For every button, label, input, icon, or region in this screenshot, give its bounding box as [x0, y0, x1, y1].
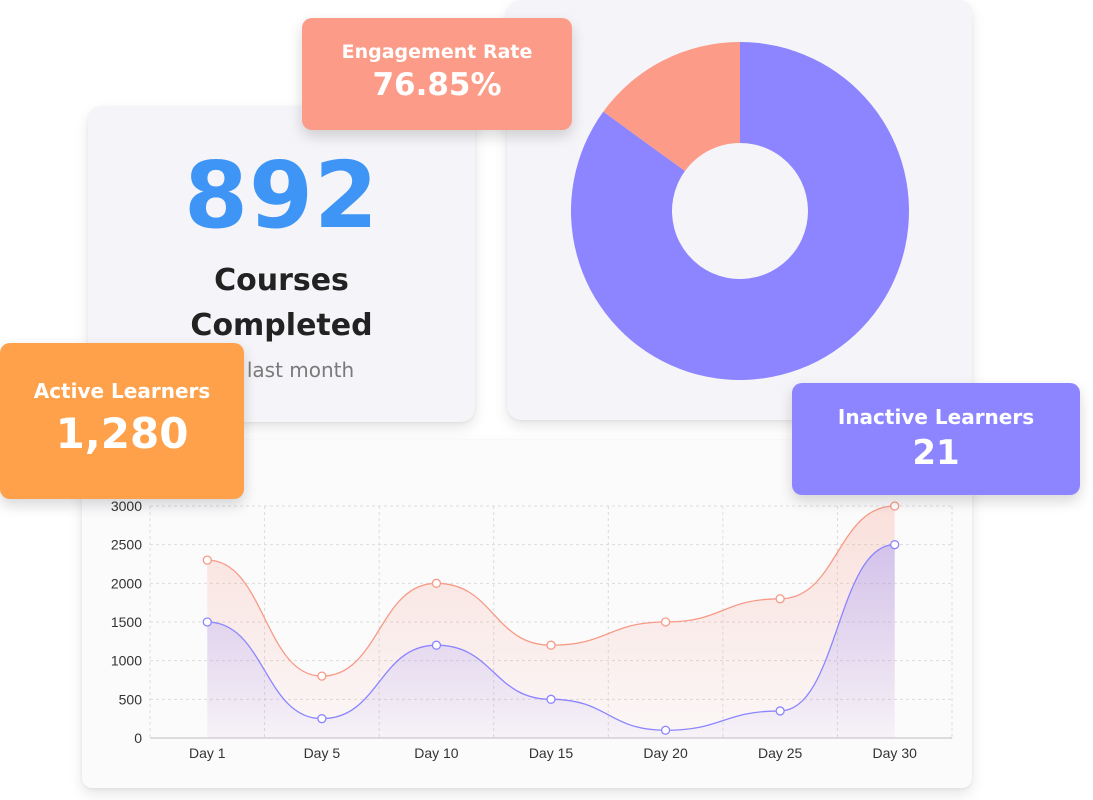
- active-learners-badge: Active Learners 1,280: [0, 343, 244, 499]
- series-0-point: [775, 594, 785, 604]
- y-tick-label: 0: [134, 730, 142, 746]
- series-1-area: [207, 544, 895, 738]
- engagement-rate-value: 76.85%: [372, 67, 502, 103]
- series-1-point: [775, 706, 785, 716]
- series-1-point: [660, 725, 671, 735]
- series-1-point: [431, 640, 442, 650]
- x-tick-label: Day 10: [414, 745, 459, 761]
- donut-chart: [571, 42, 909, 381]
- engagement-rate-title: Engagement Rate: [341, 41, 533, 63]
- courses-label-line1: Courses: [214, 263, 349, 298]
- x-tick-label: Day 30: [873, 745, 918, 761]
- courses-completed-label: Courses Completed: [88, 258, 475, 348]
- series-1-point: [317, 714, 327, 724]
- x-tick-label: Day 20: [643, 745, 688, 761]
- courses-label-line2: Completed: [190, 308, 373, 343]
- y-tick-label: 2500: [111, 537, 142, 553]
- y-tick-label: 1000: [111, 653, 142, 669]
- donut-slice-1: [603, 42, 740, 172]
- x-tick-label: Day 15: [529, 745, 574, 761]
- series-0-point: [202, 555, 212, 565]
- series-0-point: [317, 671, 327, 681]
- y-tick-label: 2000: [111, 575, 142, 591]
- x-tick-label: Day 1: [189, 745, 226, 761]
- series-1-point: [202, 617, 212, 627]
- active-learners-title: Active Learners: [33, 379, 211, 403]
- y-tick-label: 500: [119, 691, 143, 707]
- donut-slice-0: [571, 42, 909, 381]
- inactive-learners-title: Inactive Learners: [837, 405, 1035, 429]
- series-0-point: [890, 501, 900, 511]
- engagement-rate-badge: Engagement Rate 76.85%: [302, 18, 572, 130]
- learners-trend-chart-card: 0 500 1000 1500 2000 2500 3000 Day 1 Day 5 Day 10…: [82, 440, 972, 788]
- series-0-point: [660, 617, 671, 627]
- series-0-point: [546, 640, 556, 650]
- donut-chart-card: [507, 0, 972, 420]
- x-tick-label: Day 25: [758, 745, 803, 761]
- x-tick-label: Day 5: [304, 745, 341, 761]
- learners-trend-chart: 0 500 1000 1500 2000 2500 3000 Day 1 Day 5 Day 10…: [111, 498, 953, 761]
- active-learners-value: 1,280: [55, 409, 189, 458]
- inactive-learners-badge: Inactive Learners 21: [792, 383, 1080, 495]
- courses-completed-value: 892: [183, 142, 380, 249]
- inactive-learners-value: 21: [912, 433, 960, 473]
- series-1-point: [546, 694, 556, 704]
- series-1-point: [890, 540, 900, 550]
- y-tick-label: 3000: [111, 498, 142, 514]
- series-0-area: [207, 506, 895, 738]
- series-0-point: [431, 578, 442, 588]
- y-tick-label: 1500: [111, 614, 142, 630]
